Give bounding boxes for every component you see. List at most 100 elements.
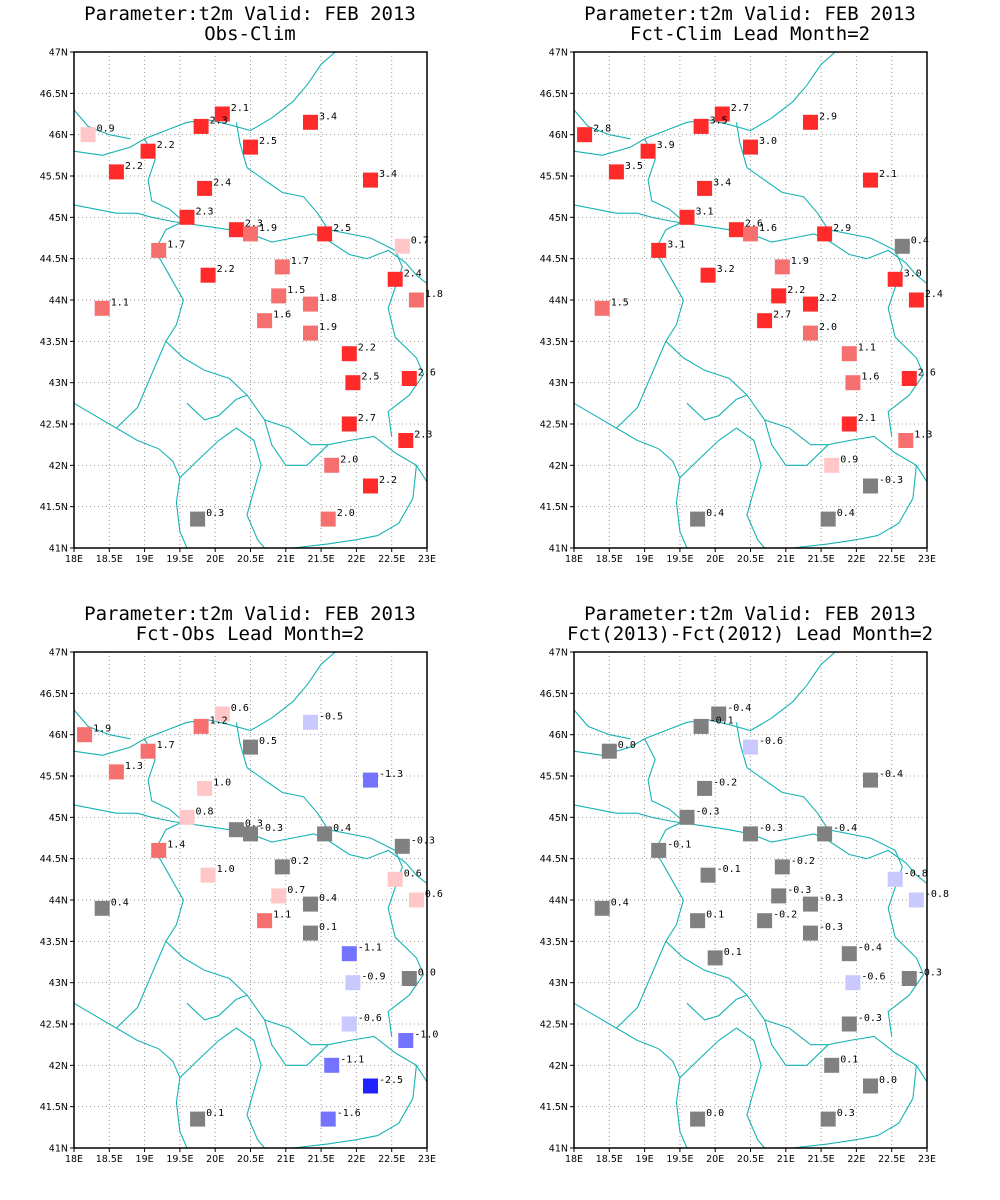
- station-value-label: 1.3: [914, 430, 932, 441]
- station-marker: [845, 375, 861, 391]
- x-tick-label: 19E: [636, 1154, 654, 1165]
- station-value-label: 0.4: [706, 508, 724, 519]
- station-marker: [774, 259, 790, 275]
- station-value-label: 2.5: [259, 136, 277, 147]
- station-marker: [274, 259, 290, 275]
- station-marker: [908, 892, 924, 908]
- station-marker: [651, 842, 667, 858]
- station-value-label: 2.0: [819, 322, 837, 333]
- station-value-label: -0.8: [904, 868, 928, 879]
- coastline: [573, 1002, 688, 1149]
- map-panel-fct-obs: Parameter:t2m Valid: FEB 2013 Fct-Obs Le…: [0, 600, 500, 1200]
- station-value-label: 2.4: [925, 289, 943, 300]
- station-marker: [271, 288, 287, 304]
- x-tick-label: 18.5E: [96, 554, 123, 565]
- station-marker: [257, 913, 273, 929]
- y-tick-label: 43.5N: [540, 337, 568, 348]
- station-marker: [341, 346, 357, 362]
- station-marker: [894, 238, 910, 254]
- y-tick-label: 42.5N: [540, 1020, 568, 1031]
- station-value-label: 0.6: [425, 889, 443, 900]
- x-tick-label: 21E: [777, 554, 795, 565]
- station-value-label: 0.4: [111, 897, 129, 908]
- x-tick-label: 22E: [347, 554, 365, 565]
- station-value-label: -1.3: [379, 769, 403, 780]
- coastline: [573, 51, 836, 156]
- y-tick-label: 44.5N: [540, 854, 568, 865]
- station-marker: [817, 826, 833, 842]
- station-value-label: 3.4: [379, 169, 397, 180]
- coastline: [679, 427, 766, 549]
- station-value-label: 0.3: [245, 819, 263, 830]
- coastline: [735, 122, 829, 230]
- station-marker: [80, 127, 96, 143]
- station-marker: [601, 743, 617, 759]
- coastline: [116, 341, 167, 429]
- station-value-label: 2.6: [745, 219, 763, 230]
- panel-subtitle: Fct-Clim Lead Month=2: [629, 23, 871, 45]
- coastline: [616, 941, 667, 1029]
- station-marker: [693, 118, 709, 134]
- coastline: [828, 229, 925, 437]
- station-value-label: 2.1: [879, 169, 897, 180]
- station-marker: [707, 950, 723, 966]
- station-value-label: 0.0: [879, 1075, 897, 1086]
- station-value-label: 1.6: [861, 372, 879, 383]
- y-tick-label: 43.5N: [40, 937, 68, 948]
- station-marker: [700, 267, 716, 283]
- station-value-label: 1.9: [319, 322, 337, 333]
- station-value-label: 2.7: [773, 310, 791, 321]
- y-tick-label: 43N: [49, 378, 68, 389]
- y-tick-label: 47N: [49, 648, 68, 659]
- y-tick-label: 43N: [549, 978, 568, 989]
- y-tick-label: 47N: [549, 648, 568, 659]
- x-tick-label: 19.5E: [166, 1154, 193, 1165]
- station-marker: [841, 1016, 857, 1032]
- coastline: [73, 402, 188, 549]
- x-tick-label: 19E: [136, 554, 154, 565]
- station-value-label: 2.2: [358, 343, 376, 354]
- x-tick-label: 18.5E: [596, 1154, 623, 1165]
- station-value-label: 0.1: [840, 1054, 858, 1065]
- station-marker: [200, 267, 216, 283]
- coastline: [828, 829, 925, 1037]
- station-marker: [803, 925, 818, 941]
- station-marker: [214, 106, 230, 122]
- station-value-label: 1.4: [167, 839, 185, 850]
- station-marker: [863, 172, 878, 188]
- x-tick-label: 18E: [65, 554, 83, 565]
- y-tick-label: 42.5N: [40, 420, 68, 431]
- station-marker: [228, 222, 244, 238]
- y-tick-label: 42N: [49, 461, 68, 472]
- y-tick-label: 43N: [549, 378, 568, 389]
- y-tick-label: 45.5N: [540, 172, 568, 183]
- station-marker: [140, 743, 156, 759]
- station-marker: [771, 888, 787, 904]
- coastline: [573, 109, 631, 140]
- x-tick-label: 20E: [706, 1154, 724, 1165]
- station-map: 18E 18.5E 19E 19.5E 20E 20.5E 21E 21.5E 22E 22.5E…: [540, 48, 943, 566]
- y-tick-label: 44N: [549, 296, 568, 307]
- coastline: [644, 138, 928, 483]
- station-marker: [743, 139, 758, 155]
- station-value-label: -0.3: [819, 893, 843, 904]
- x-tick-label: 20.5E: [737, 554, 764, 565]
- station-value-label: -2.5: [379, 1075, 403, 1086]
- station-value-label: -0.6: [861, 972, 885, 983]
- x-tick-label: 18.5E: [96, 1154, 123, 1165]
- station-marker: [714, 106, 730, 122]
- x-tick-label: 19.5E: [166, 554, 193, 565]
- station-marker: [697, 780, 713, 796]
- x-tick-label: 19E: [636, 554, 654, 565]
- station-marker: [841, 946, 857, 962]
- station-marker: [363, 772, 378, 788]
- x-tick-label: 23E: [418, 1154, 436, 1165]
- panel-subtitle: Obs-Clim: [204, 23, 296, 45]
- station-marker: [594, 300, 610, 316]
- x-tick-label: 23E: [918, 1154, 936, 1165]
- coastline: [573, 204, 928, 284]
- y-tick-label: 46N: [549, 130, 568, 141]
- station-value-label: -0.1: [717, 864, 741, 875]
- panel-title-line1: Parameter:t2m Valid: FEB 2013: [584, 3, 916, 25]
- station-marker: [345, 975, 361, 991]
